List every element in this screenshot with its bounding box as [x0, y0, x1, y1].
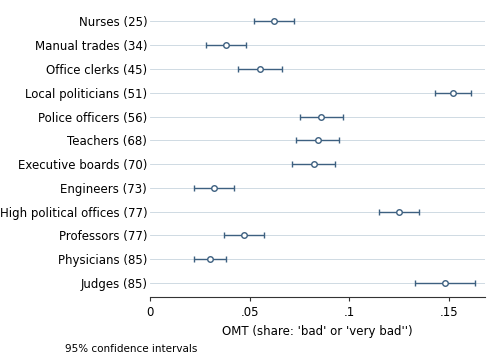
X-axis label: OMT (share: 'bad' or 'very bad''): OMT (share: 'bad' or 'very bad'') — [222, 325, 413, 338]
Text: 95% confidence intervals: 95% confidence intervals — [65, 344, 198, 354]
